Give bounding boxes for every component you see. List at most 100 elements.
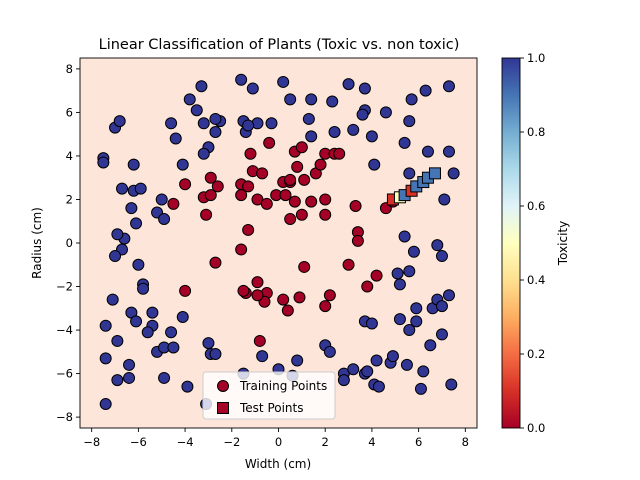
training-point: [295, 141, 308, 154]
legend-marker-test: [217, 402, 229, 414]
training-point: [391, 267, 404, 280]
training-point: [361, 365, 374, 378]
training-point: [99, 319, 112, 332]
training-point: [190, 104, 203, 117]
training-point: [137, 282, 150, 295]
training-point: [410, 302, 423, 315]
training-point: [358, 82, 371, 95]
training-point: [405, 93, 418, 106]
x-tick-label: 8: [462, 435, 469, 449]
x-axis-label: Width (cm): [245, 457, 311, 471]
training-point: [209, 348, 222, 360]
x-tick-label: −8: [83, 435, 100, 449]
training-point: [123, 358, 136, 371]
training-point: [134, 182, 147, 195]
training-point: [242, 223, 255, 236]
training-point: [158, 213, 171, 226]
training-point: [125, 202, 138, 215]
training-point: [337, 374, 350, 387]
training-point: [291, 354, 304, 367]
colorbar-label: Toxicity: [556, 221, 570, 266]
training-point: [123, 371, 136, 384]
training-point: [242, 119, 255, 132]
training-point: [298, 260, 311, 273]
training-point: [127, 158, 140, 171]
legend-label-test: Test Points: [239, 401, 304, 415]
training-point: [130, 217, 143, 230]
training-point: [319, 208, 332, 221]
training-point: [165, 326, 178, 339]
training-point: [319, 300, 332, 313]
training-point: [398, 136, 411, 149]
training-point: [370, 269, 383, 282]
y-tick-label: 6: [66, 105, 73, 119]
chart-title: Linear Classification of Plants (Toxic v…: [99, 37, 460, 53]
training-point: [421, 145, 434, 158]
training-point: [393, 278, 406, 291]
colorbar-tick-label: 0.4: [527, 273, 545, 287]
training-point: [263, 136, 276, 149]
training-point: [237, 284, 250, 297]
training-point: [342, 258, 355, 271]
x-tick-label: 2: [322, 435, 329, 449]
training-point: [167, 197, 180, 210]
training-point: [368, 158, 381, 171]
training-point: [347, 123, 360, 136]
training-point: [244, 147, 257, 160]
training-point: [403, 167, 416, 180]
legend-label-training: Training Points: [239, 379, 327, 393]
training-point: [414, 382, 427, 395]
training-point: [438, 193, 451, 206]
y-tick-label: −6: [56, 367, 73, 381]
y-tick-label: −8: [56, 410, 73, 424]
training-point: [211, 180, 224, 193]
training-point: [235, 243, 248, 256]
training-point: [183, 93, 196, 106]
training-point: [246, 82, 259, 95]
training-point: [146, 306, 159, 319]
training-point: [293, 291, 306, 304]
y-tick-label: −4: [56, 323, 73, 337]
legend-marker-training: [217, 380, 229, 392]
colorbar-tick-label: 0.0: [527, 421, 545, 435]
training-point: [277, 293, 290, 306]
training-point: [302, 112, 315, 125]
training-point: [333, 147, 346, 160]
training-point: [209, 112, 222, 125]
y-tick-label: −2: [56, 280, 73, 294]
training-point: [351, 234, 364, 247]
training-point: [284, 173, 297, 186]
training-point: [356, 108, 369, 121]
y-tick-label: 2: [66, 192, 73, 206]
training-point: [167, 341, 180, 354]
training-point: [361, 280, 374, 293]
training-point: [132, 258, 145, 271]
training-point: [435, 250, 448, 263]
training-point: [179, 284, 192, 297]
training-point: [284, 213, 297, 226]
training-point: [141, 326, 154, 339]
training-point: [204, 171, 217, 184]
training-point: [200, 208, 213, 221]
training-point: [99, 352, 112, 365]
training-point: [424, 339, 437, 352]
training-point: [431, 239, 444, 252]
training-point: [288, 195, 301, 208]
training-point: [251, 289, 264, 302]
training-point: [407, 245, 420, 258]
x-axis-ticks: −8 −6 −4 −2 0 2 4 6 8: [83, 428, 469, 449]
training-point: [435, 300, 448, 313]
training-point: [400, 358, 413, 371]
training-point: [319, 193, 332, 206]
training-point: [284, 93, 297, 106]
training-point: [155, 193, 168, 206]
training-point: [447, 167, 460, 180]
training-point: [279, 189, 292, 202]
training-point: [291, 160, 304, 173]
y-axis-ticks: −8 −6 −4 −2 0 2 4 6 8: [56, 62, 80, 424]
training-point: [260, 197, 273, 210]
training-point: [202, 337, 215, 350]
training-point: [305, 195, 318, 208]
training-point: [281, 304, 294, 317]
training-point: [403, 265, 416, 278]
